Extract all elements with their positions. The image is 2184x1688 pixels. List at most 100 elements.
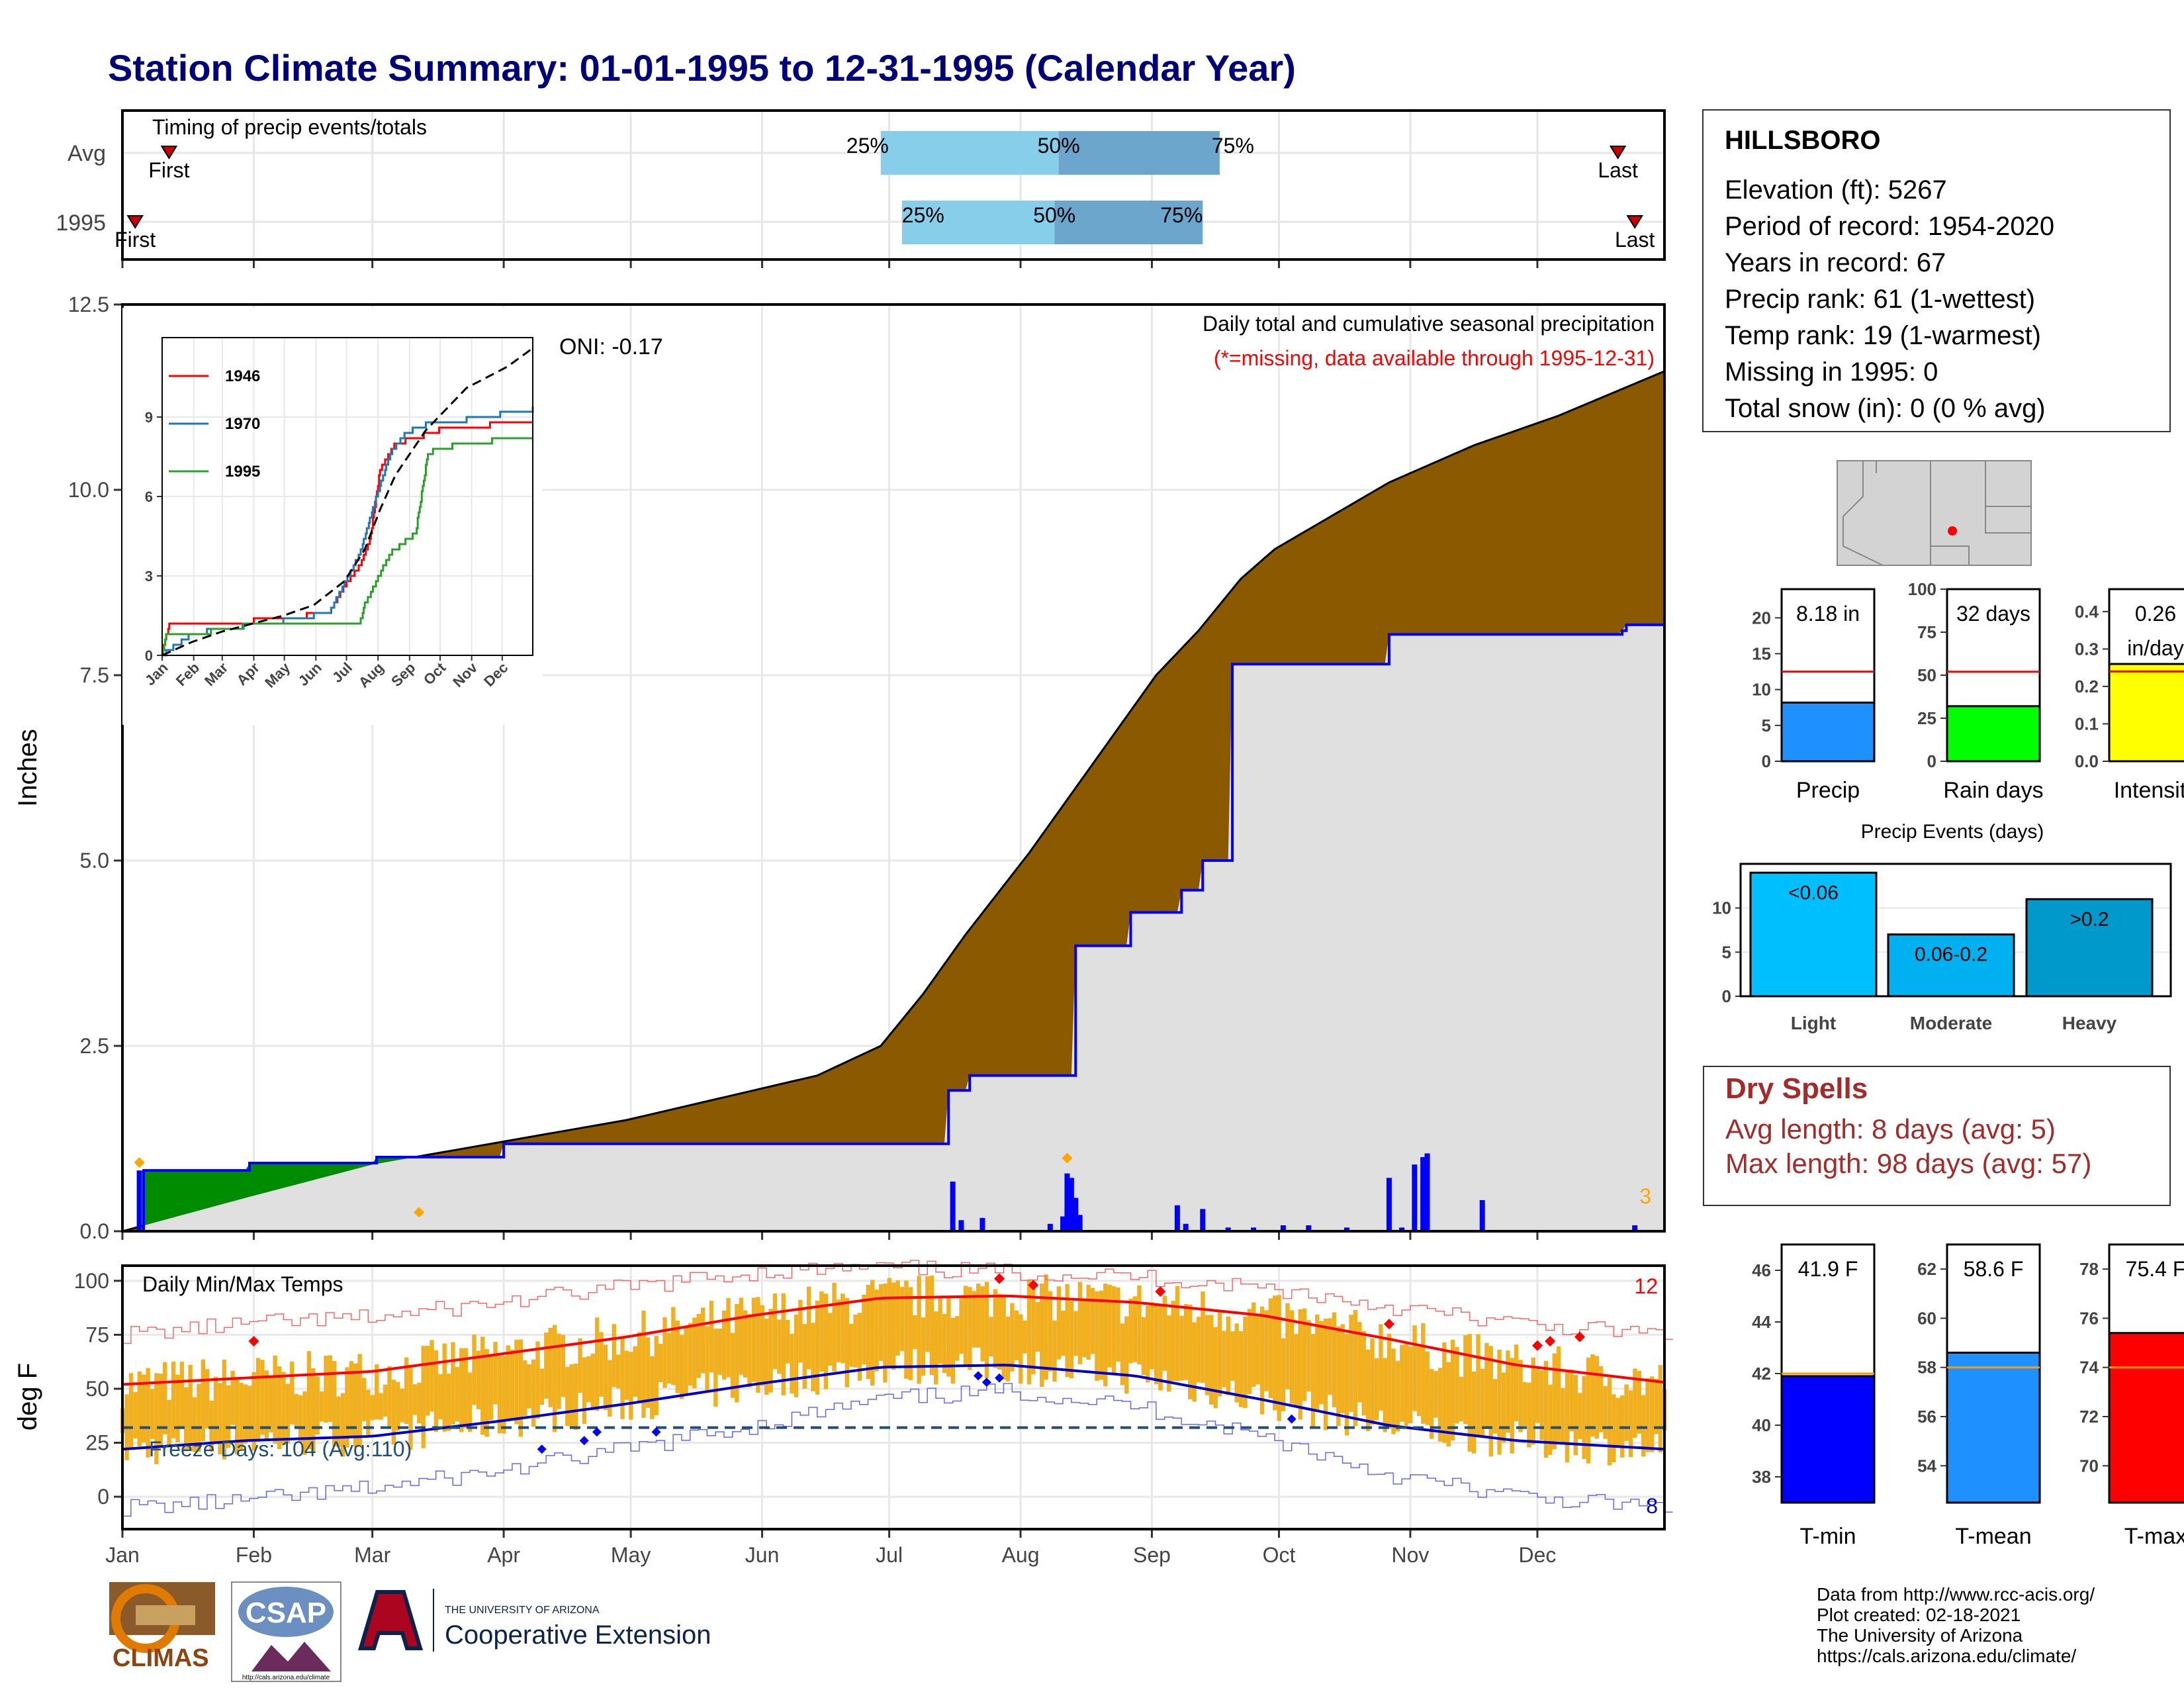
daily-temp-bar	[1128, 1298, 1133, 1364]
daily-temp-bar	[989, 1317, 993, 1357]
daily-temp-bar	[1005, 1316, 1011, 1382]
temp-bar-tick-label: 56	[1917, 1407, 1936, 1427]
temp-bar-label: T-min	[1800, 1524, 1856, 1549]
daily-temp-bar	[633, 1346, 637, 1397]
daily-temp-bar	[1077, 1282, 1083, 1364]
daily-temp-bar	[404, 1357, 409, 1425]
daily-temp-bar	[319, 1391, 324, 1422]
daily-temp-bar	[1637, 1370, 1641, 1434]
daily-temp-bar	[624, 1350, 629, 1400]
daily-temp-bar	[1628, 1390, 1633, 1458]
dry-spells-max: Max length: 98 days (avg: 57)	[1725, 1148, 2092, 1179]
first-event-label: First	[114, 228, 156, 252]
daily-temp-bar	[1243, 1316, 1248, 1409]
daily-temp-bar	[1255, 1315, 1260, 1385]
daily-temp-bar	[938, 1298, 942, 1364]
daily-temp-bar	[768, 1309, 773, 1393]
daily-temp-bar	[1437, 1368, 1443, 1442]
events-plot-border	[1739, 863, 2172, 998]
temp-bar-tick-label: 74	[2079, 1358, 2099, 1378]
daily-temp-bar	[612, 1324, 616, 1387]
daily-precip-bar	[1073, 1197, 1079, 1231]
daily-temp-bar	[1476, 1334, 1480, 1437]
summary-bar-tick-label: 50	[1917, 665, 1936, 685]
daily-temp-bar	[692, 1317, 697, 1389]
daily-temp-bar	[1095, 1291, 1099, 1382]
daily-temp-bar	[696, 1313, 701, 1378]
station-period: Period of record: 1954-2020	[1725, 212, 2055, 241]
daily-temp-bar	[1421, 1323, 1426, 1424]
daily-temp-bar	[133, 1391, 138, 1439]
daily-temp-bar	[946, 1297, 951, 1377]
daily-temp-bar	[1607, 1377, 1612, 1466]
daily-temp-bar	[1175, 1286, 1180, 1382]
temp-tick-label: 100	[74, 1269, 109, 1293]
timing-box-upper	[1054, 201, 1203, 244]
record-high-marker	[1155, 1286, 1166, 1297]
daily-temp-bar	[421, 1346, 426, 1448]
daily-temp-bar	[332, 1361, 337, 1446]
daily-temp-bar	[955, 1316, 960, 1361]
month-label: Dec	[1519, 1543, 1557, 1567]
precip-record-count: 3	[1639, 1184, 1651, 1208]
timing-p25-label: 25%	[902, 203, 944, 227]
daily-temp-bar	[608, 1360, 612, 1417]
daily-temp-bar	[582, 1357, 587, 1424]
record-low-marker	[592, 1427, 602, 1437]
month-label: Oct	[1263, 1543, 1296, 1567]
temp-bar-tick-label: 44	[1752, 1312, 1771, 1332]
daily-temp-bar	[968, 1287, 972, 1370]
daily-precip-bar	[1077, 1215, 1083, 1231]
daily-temp-bar	[908, 1287, 913, 1380]
daily-temp-bar	[523, 1360, 527, 1417]
daily-temp-bar	[790, 1333, 794, 1394]
daily-temp-bar	[1120, 1323, 1125, 1385]
record-high-marker	[1383, 1319, 1394, 1330]
daily-temp-bar	[1374, 1358, 1379, 1421]
daily-temp-bar	[1561, 1387, 1565, 1444]
daily-temp-bar	[167, 1399, 171, 1446]
daily-temp-bar	[684, 1327, 688, 1395]
footer-line-2: Plot created: 02-18-2021	[1817, 1605, 2021, 1625]
daily-temp-bar	[1171, 1301, 1175, 1382]
ua-logo: THE UNIVERSITY OF ARIZONA Cooperative Ex…	[357, 1589, 711, 1652]
daily-temp-bar	[1107, 1284, 1112, 1368]
summary-bar-value: 8.18 in	[1796, 602, 1860, 626]
daily-temp-bar	[950, 1318, 956, 1384]
precip-areas	[122, 369, 1666, 1233]
daily-temp-bar	[963, 1286, 968, 1366]
daily-temp-bar	[599, 1332, 604, 1397]
daily-temp-bar	[913, 1315, 917, 1350]
daily-temp-bar	[620, 1336, 625, 1419]
daily-temp-bar	[1556, 1346, 1561, 1442]
daily-temp-bar	[1336, 1326, 1341, 1427]
daily-temp-bar	[1065, 1284, 1069, 1378]
temp-bar-label: T-mean	[1955, 1524, 2031, 1549]
dry-spells-box: Dry Spells Avg length: 8 days (avg: 5) M…	[1703, 1066, 2171, 1206]
daily-temp-bar	[1522, 1382, 1527, 1427]
csap-text: CSAP	[246, 1597, 326, 1629]
daily-temp-bar	[506, 1345, 510, 1419]
summary-bar-tick-label: 0.0	[2075, 751, 2099, 771]
page-title: Station Climate Summary: 01-01-1995 to 1…	[108, 47, 1296, 89]
inset-bg	[122, 308, 543, 725]
last-event-label: Last	[1615, 228, 1655, 252]
daily-temp-bar	[777, 1319, 782, 1374]
daily-temp-bar	[539, 1368, 545, 1405]
record-low-marker	[651, 1427, 661, 1437]
summary-bar-tick-label: 0	[1927, 751, 1936, 771]
temp-tick-label: 50	[85, 1377, 109, 1401]
daily-temp-bar	[1328, 1318, 1332, 1395]
summary-bar-tick-label: 0.2	[2075, 677, 2099, 696]
daily-temp-bar	[1404, 1342, 1408, 1426]
station-temp-rank: Temp rank: 19 (1-warmest)	[1725, 321, 2041, 350]
daily-temp-bar	[561, 1335, 566, 1397]
map-border-south	[1931, 545, 1970, 565]
precip-tick-label: 12.5	[68, 293, 109, 316]
summary-bars: 8.18 in 0 5 10 15 20 Precip 32 days 0 25 50 75 100 Ra…	[1752, 579, 2184, 803]
inset-tick-label: 3	[145, 568, 153, 585]
daily-temp-bar	[1319, 1321, 1324, 1405]
daily-temp-bar	[1019, 1314, 1023, 1383]
daily-temp-bar	[1506, 1350, 1510, 1433]
daily-temp-bar	[1281, 1338, 1286, 1412]
